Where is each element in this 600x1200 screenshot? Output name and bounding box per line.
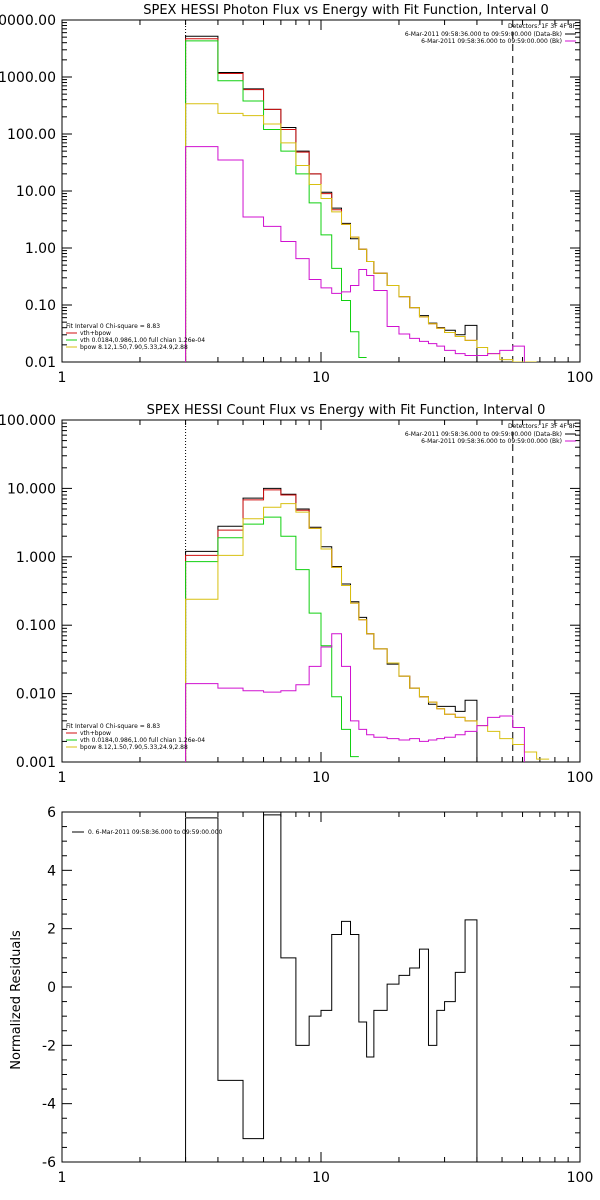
x-tick-label: 1: [58, 370, 67, 386]
y-tick-label: 0000.00: [0, 13, 56, 29]
legend-entry-label: 6-Mar-2011 09:58:36.000 to 09:59:00.000 …: [421, 38, 562, 45]
legend-entry-label: vth 0.0184,0.986,1.00 full chian 1.26e-0…: [80, 337, 205, 344]
x-tick-label: 100: [567, 1170, 594, 1186]
series-vth: [185, 516, 359, 762]
y-tick-label: -6: [42, 1155, 56, 1171]
legend-entry-label: 0. 6-Mar-2011 09:58:36.000 to 09:59:00.0…: [88, 829, 223, 836]
detectors-label: Detectors: 1F 3F 4F 8F: [508, 23, 577, 30]
legend-entry-label: vth 0.0184,0.986,1.00 full chian 1.26e-0…: [80, 737, 205, 744]
legend-entry-label: bpow 8.12,1.50,7.90,5.33,24.9,2.88: [80, 744, 188, 751]
x-tick-label: 10: [312, 770, 330, 786]
y-tick-label: 1.00: [25, 241, 56, 257]
series-bk: [185, 146, 525, 362]
plot-frame: [61, 419, 581, 763]
x-tick-label: 100: [567, 770, 594, 786]
series-bpow: [185, 103, 537, 362]
residuals-ylabel: Normalized Residuals: [9, 930, 24, 1070]
y-tick-label: 0.100: [16, 618, 56, 634]
x-tick-label: 1: [58, 770, 67, 786]
y-tick-label: 100.000: [0, 413, 56, 429]
y-tick-label: 10.00: [16, 184, 56, 200]
y-tick-label: 10.000: [7, 481, 56, 497]
y-tick-label: 4: [47, 863, 56, 879]
plot-frame: [61, 811, 581, 1163]
y-tick-label: 0: [47, 980, 56, 996]
legend-entry-label: 6-Mar-2011 09:58:36.000 to 09:59:00.000 …: [405, 31, 562, 38]
detectors-label: Detectors: 1F 3F 4F 8F: [508, 423, 577, 430]
y-tick-label: 6: [47, 805, 56, 821]
y-tick-label: -4: [42, 1097, 56, 1113]
series-vth: [185, 40, 367, 362]
legend-entry-label: vth+bpow: [80, 730, 111, 737]
y-tick-label: 100.00: [7, 127, 56, 143]
photon-flux-title: SPEX HESSI Photon Flux vs Energy with Fi…: [143, 3, 549, 18]
x-tick-label: 10: [312, 370, 330, 386]
y-tick-label: 2: [47, 922, 56, 938]
residuals-panel: Normalized Residuals 1 10 100 -6 -4 -2 0 2 4 6 0. …: [9, 805, 593, 1186]
series-bk: [185, 633, 525, 762]
x-tick-label: 10: [312, 1170, 330, 1186]
series-bpow: [185, 503, 550, 762]
y-tick-label: 1.000: [16, 550, 56, 566]
legend-entry-label: bpow 8.12,1.50,7.90,5.33,24.9,2.88: [80, 344, 188, 351]
fit-interval-label: Fit Interval 0 Chi-square = 8.83: [66, 323, 160, 330]
x-tick-label: 100: [567, 370, 594, 386]
count-flux-panel: SPEX HESSI Count Flux vs Energy with Fit…: [0, 403, 593, 786]
legend-entry-label: 6-Mar-2011 09:58:36.000 to 09:59:00.000 …: [405, 431, 562, 438]
y-tick-label: -2: [42, 1038, 56, 1054]
x-tick-label: 1: [58, 1170, 67, 1186]
y-tick-label: 0.01: [25, 355, 56, 371]
series-0-6-mar-2011-09-58-36-000-to-09-59-00-000: [185, 814, 478, 1162]
y-tick-label: 0.010: [16, 687, 56, 703]
legend-entry-label: 6-Mar-2011 09:58:36.000 to 09:59:00.000 …: [421, 438, 562, 445]
series-vth-bpow: [185, 489, 477, 762]
y-tick-label: 0.001: [16, 755, 56, 771]
y-tick-label: 1000.00: [0, 70, 56, 86]
count-flux-title: SPEX HESSI Count Flux vs Energy with Fit…: [147, 403, 546, 418]
y-tick-label: 0.10: [25, 298, 56, 314]
photon-flux-panel: SPEX HESSI Photon Flux vs Energy with Fi…: [0, 3, 593, 386]
legend-entry-label: vth+bpow: [80, 330, 111, 337]
fit-interval-label: Fit Interval 0 Chi-square = 8.83: [66, 723, 160, 730]
